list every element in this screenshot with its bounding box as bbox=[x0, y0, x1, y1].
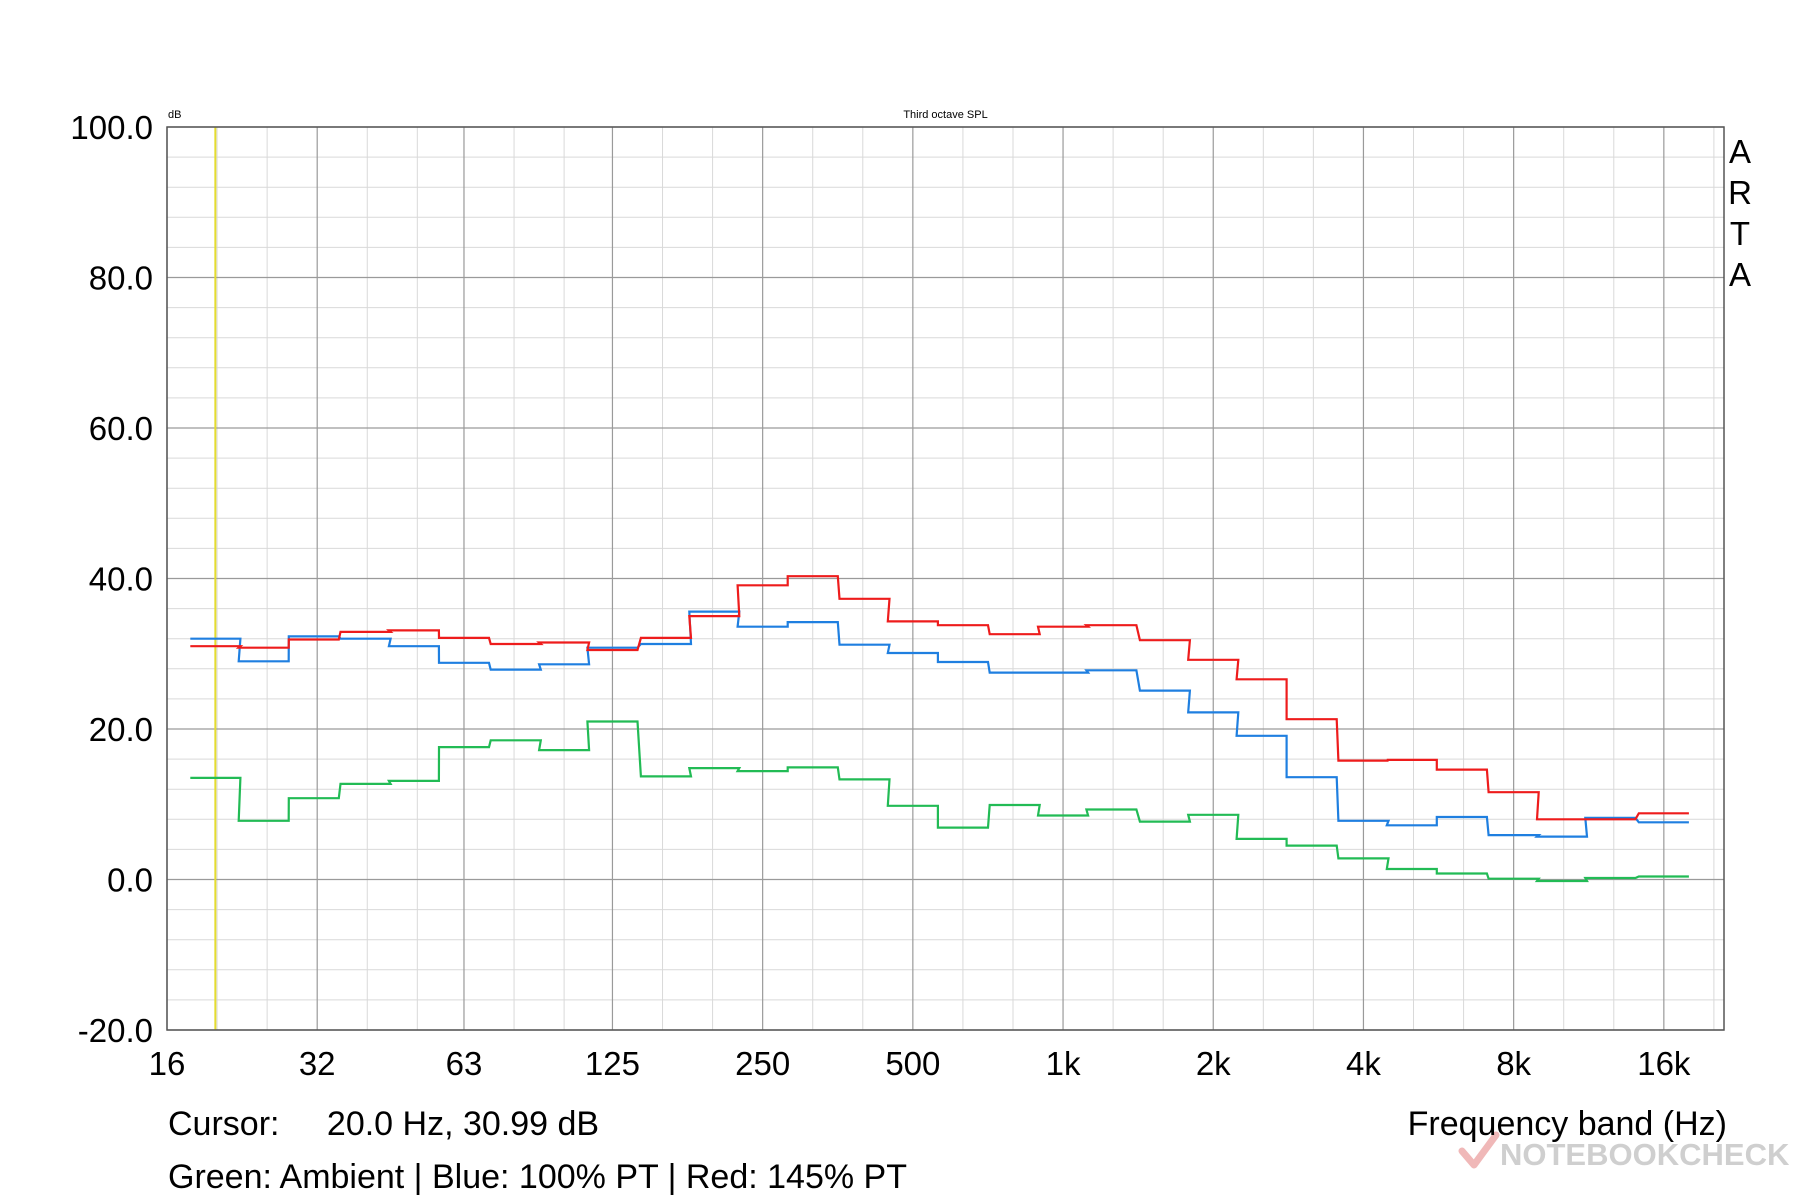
x-tick-label: 63 bbox=[446, 1045, 483, 1082]
y-tick-label: 100.0 bbox=[70, 109, 153, 146]
y-tick-label: 20.0 bbox=[89, 711, 153, 748]
x-tick-label: 1k bbox=[1046, 1045, 1081, 1082]
chart-title: Third octave SPL bbox=[903, 109, 987, 121]
cursor-label: Cursor: bbox=[168, 1105, 280, 1143]
y-tick-label: -20.0 bbox=[78, 1012, 153, 1049]
checkmark-icon bbox=[1458, 1131, 1500, 1169]
x-axis-label: Frequency band (Hz) bbox=[1407, 1105, 1727, 1143]
cursor-readout: Cursor: 20.0 Hz, 30.99 dB bbox=[168, 1105, 599, 1144]
watermark-logo: NOTEBOOKCHECK bbox=[1458, 1131, 1790, 1172]
brand-letter: T bbox=[1730, 215, 1750, 252]
cursor-value: 20.0 Hz, 30.99 dB bbox=[326, 1105, 600, 1143]
y-tick-labels: 100.0 80.0 60.0 40.0 20.0 0.0 -20.0 bbox=[70, 109, 153, 1049]
grid-major bbox=[166, 126, 1724, 1031]
brand-letter: A bbox=[1729, 133, 1751, 170]
x-tick-label: 4k bbox=[1346, 1045, 1381, 1082]
x-tick-label: 8k bbox=[1496, 1045, 1531, 1082]
x-tick-label: 500 bbox=[885, 1045, 940, 1082]
x-tick-label: 16 bbox=[149, 1045, 186, 1082]
watermark-text: NOTEBOOKCHECK bbox=[1500, 1137, 1790, 1172]
x-tick-label: 2k bbox=[1196, 1045, 1231, 1082]
y-axis-unit: dB bbox=[168, 109, 181, 121]
series-line-100-pt bbox=[190, 610, 1689, 838]
x-tick-label: 250 bbox=[735, 1045, 790, 1082]
legend-text: Green: Ambient | Blue: 100% PT | Red: 14… bbox=[168, 1158, 907, 1196]
series-line-145-pt bbox=[190, 575, 1689, 821]
series-layer bbox=[190, 575, 1689, 883]
x-tick-label: 32 bbox=[299, 1045, 336, 1082]
plot-frame bbox=[166, 126, 1725, 1031]
brand-letter: A bbox=[1729, 256, 1751, 293]
x-tick-labels: 16 32 63 125 250 500 1k 2k 4k 8k 16k bbox=[149, 1045, 1691, 1082]
x-tick-label: 16k bbox=[1637, 1045, 1691, 1082]
y-tick-label: 0.0 bbox=[107, 862, 153, 899]
y-tick-label: 60.0 bbox=[89, 410, 153, 447]
series-line-ambient bbox=[190, 720, 1689, 883]
y-tick-label: 80.0 bbox=[89, 260, 153, 297]
y-tick-label: 40.0 bbox=[89, 561, 153, 598]
brand-letter: R bbox=[1728, 174, 1752, 211]
x-tick-label: 125 bbox=[585, 1045, 640, 1082]
